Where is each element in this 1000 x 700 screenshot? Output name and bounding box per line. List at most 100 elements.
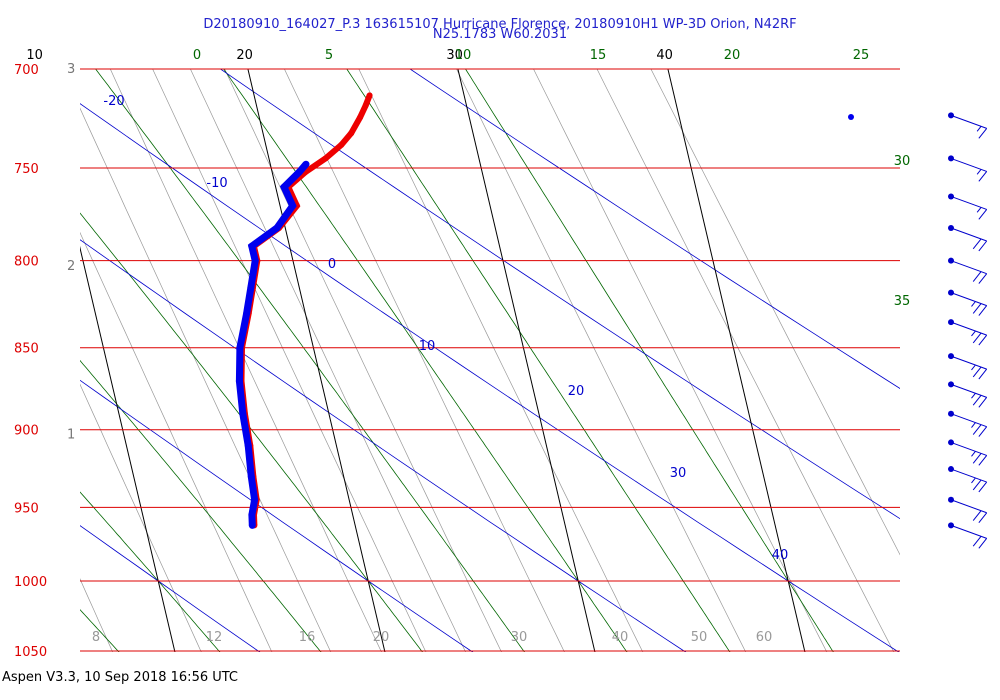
wind-barb-flag (978, 455, 988, 466)
height-tick-label: 3 (67, 62, 75, 77)
wind-barb-flag (978, 512, 988, 523)
moist-adiabat-line (0, 27, 56, 691)
temperature-point (362, 102, 369, 109)
mixing-ratio-lines (0, 27, 900, 691)
dewpoint-point (244, 442, 252, 450)
dewpoint-point (248, 511, 256, 519)
mixing-ratio-line (109, 69, 382, 652)
moist-adiabat-line (80, 609, 120, 652)
wind-barb-flag (972, 479, 982, 491)
wind-barb-flag (978, 209, 988, 220)
mixing-ratio-tick-label: 40 (612, 630, 629, 645)
wind-barb-half-flag (976, 169, 982, 175)
height-tick-label: 2 (67, 259, 75, 274)
moist-adiabat-line (95, 69, 525, 652)
wind-barb-flag (978, 397, 988, 408)
pressure-tick-label: 750 (14, 162, 39, 177)
moist-adiabat-tick-label: 0 (193, 48, 201, 63)
moist-adiabat-line (80, 491, 221, 652)
wind-barb-flag (978, 128, 988, 139)
wind-barb-flag (972, 366, 982, 378)
isotherm-line (457, 69, 596, 652)
wind-barb (948, 319, 988, 346)
wind-barb-shaft (950, 355, 987, 370)
wind-barb-half-flag (976, 207, 982, 213)
dewpoint-point (248, 242, 256, 250)
wind-barb-shaft (950, 292, 987, 307)
mixing-ratio-line (152, 69, 427, 652)
wind-barb (948, 522, 988, 549)
isotherm-tick-label: 40 (656, 48, 673, 63)
moist-adiabat-tick-label: 5 (325, 48, 333, 63)
dewpoint-point (848, 114, 854, 120)
wind-barb-flag (978, 273, 988, 284)
wind-barb-shaft (950, 114, 987, 129)
temperature-line (238, 94, 373, 526)
temperature-point (366, 92, 373, 99)
dry-adiabat-line (80, 103, 900, 652)
dewpoint-point (248, 521, 256, 529)
dry-adiabat-line (0, 27, 102, 691)
dry-adiabat-tick-label: -10 (206, 176, 227, 191)
moist-adiabat-tick-label: 15 (590, 48, 607, 63)
wind-barb (948, 112, 988, 139)
dewpoint-point (273, 224, 281, 232)
isobars (80, 68, 900, 652)
mixing-ratio-line (456, 69, 747, 652)
dewpoint-point (235, 377, 243, 385)
wind-barb-flag (972, 453, 982, 464)
wind-barb-half-flag (971, 392, 976, 399)
wind-barb-flag (978, 171, 988, 182)
wind-barb-flag (978, 368, 988, 380)
wind-barb (948, 289, 988, 316)
height-tick-label: 1 (67, 428, 75, 443)
wind-barb-shaft (950, 524, 987, 539)
dewpoint-point (295, 168, 303, 176)
axis-labels: 7007508008509009501000105012351020304005… (14, 48, 910, 660)
mixing-ratio-tick-label: 60 (756, 630, 773, 645)
chart-title: D20180910_164027_P.3 163615107 Hurricane… (203, 17, 797, 32)
temperature-point (338, 141, 345, 148)
isotherms (80, 69, 806, 652)
mixing-ratio-line (80, 231, 273, 652)
mixing-ratio-tick-label: 16 (299, 630, 316, 645)
wind-barb-flag (972, 303, 982, 314)
moist-adiabat-tick-label: 20 (724, 48, 741, 63)
dewpoint-point (243, 310, 251, 317)
wind-barb (948, 381, 988, 408)
wind-barb-shaft (950, 157, 987, 172)
mixing-ratio-line (533, 69, 828, 652)
dewpoint-point (251, 496, 259, 504)
wind-barb (948, 410, 988, 437)
dry-adiabat-line (80, 525, 261, 652)
dewpoint-line (235, 161, 309, 526)
wind-barb (948, 257, 988, 284)
isotherm-tick-label: 10 (26, 48, 43, 63)
mixing-ratio-line (0, 27, 10, 691)
mixing-ratio-line (224, 69, 502, 652)
mixing-ratio-line (358, 69, 644, 652)
isotherm-tick-label: 20 (236, 48, 253, 63)
pressure-tick-label: 850 (14, 342, 39, 357)
mixing-ratio-line (650, 69, 900, 556)
mixing-ratio-tick-label: 50 (691, 630, 708, 645)
isotherm-line (247, 69, 386, 652)
wind-barb-flag (972, 332, 982, 344)
mixing-ratio-line (80, 578, 114, 652)
sounding-profiles (235, 92, 854, 529)
dewpoint-point (280, 183, 288, 191)
dry-adiabat-line (219, 69, 900, 520)
mixing-ratio-line (80, 383, 202, 652)
wind-barb-flag (978, 426, 988, 437)
wind-barb-half-flag (971, 422, 976, 428)
mixing-ratio-tick-label: 12 (206, 630, 223, 645)
wind-barb-flag (972, 510, 982, 521)
wind-barb-flag (972, 535, 982, 547)
wind-barb-shaft (950, 413, 987, 428)
wind-barb-flag (972, 238, 982, 250)
moist-adiabat-tick-label: 10 (455, 48, 472, 63)
wind-barb-half-flag (971, 451, 976, 457)
isotherm-tick-label: 30 (446, 48, 463, 63)
dry-adiabat-line (409, 69, 900, 389)
wind-barb-flag (978, 305, 988, 316)
